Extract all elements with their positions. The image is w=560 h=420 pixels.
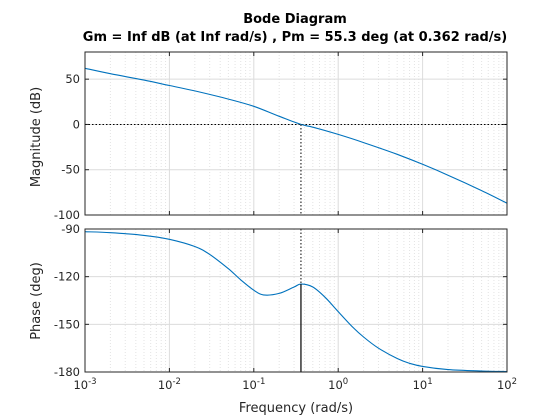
x-tick-label: 100 <box>328 377 348 392</box>
x-tick-label: 101 <box>413 377 433 392</box>
magnitude-curve <box>84 67 508 204</box>
phase-axes: -180 -150 -120 -90 10-3 10-2 10-1 100 101 102 <box>54 222 517 392</box>
plot-area <box>85 52 507 215</box>
chart-subtitle: Gm = Inf dB (at Inf rad/s) , Pm = 55.3 d… <box>83 30 507 45</box>
y-tick-label: -120 <box>54 270 80 284</box>
x-axis-label: Frequency (rad/s) <box>239 401 353 416</box>
phase-frame <box>84 228 508 373</box>
magnitude-frame <box>84 51 508 216</box>
x-tick-label: 10-2 <box>158 377 181 392</box>
y-tick-label: -50 <box>61 163 80 177</box>
y-tick-label: 0 <box>73 117 80 131</box>
y-tick-label: -180 <box>54 365 80 379</box>
y-tick-label: -150 <box>54 317 80 331</box>
x-tick-label: 10-3 <box>73 377 96 392</box>
plot-area <box>85 229 507 372</box>
phase-curve <box>84 231 508 373</box>
y-tick-label: -100 <box>54 208 80 222</box>
y-tick-label: 50 <box>65 72 80 86</box>
magnitude-ylabel: Magnitude (dB) <box>29 87 44 187</box>
y-tick-label: -90 <box>61 222 80 236</box>
chart-title: Bode Diagram <box>243 12 347 27</box>
x-tick-label: 102 <box>497 377 517 392</box>
magnitude-axes: -100 -50 0 50 <box>54 51 508 222</box>
x-tick-label: 10-1 <box>242 377 265 392</box>
phase-ylabel: Phase (deg) <box>29 262 44 340</box>
